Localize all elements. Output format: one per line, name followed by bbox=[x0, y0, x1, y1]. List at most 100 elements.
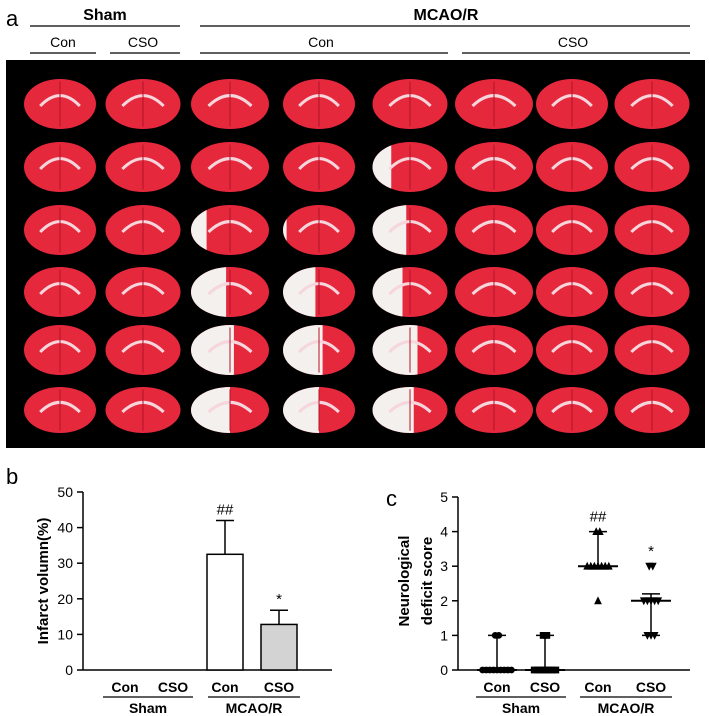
brain-slice bbox=[105, 387, 181, 433]
brain-slice bbox=[105, 142, 181, 192]
significance-marker: * bbox=[648, 543, 654, 560]
significance-marker: * bbox=[276, 591, 282, 608]
data-point bbox=[595, 527, 604, 535]
brain-slice bbox=[24, 142, 96, 192]
chart-c: 0 1 2 3 4 5 Con CSO ## Con * CSO Sham MCAO/R bbox=[440, 489, 690, 716]
brain-slice bbox=[614, 142, 690, 192]
brain-slice bbox=[455, 142, 533, 192]
header-sub-mcaor-cso: CSO bbox=[558, 34, 588, 50]
brain-slice bbox=[614, 79, 690, 129]
brain-slice bbox=[191, 79, 269, 129]
brain-slice bbox=[105, 205, 181, 255]
brain-slice bbox=[536, 205, 608, 255]
panel-label-b: b bbox=[6, 464, 18, 489]
brain-slice bbox=[536, 142, 608, 192]
brain-slice bbox=[372, 79, 448, 129]
y-tick-label: 40 bbox=[57, 520, 73, 536]
brain-slice bbox=[191, 205, 269, 255]
brain-slice bbox=[191, 325, 269, 375]
category-label: Con bbox=[483, 679, 510, 695]
category-label: Con bbox=[584, 679, 611, 695]
data-point bbox=[495, 632, 503, 639]
brain-slice bbox=[105, 79, 181, 129]
significance-marker: ## bbox=[217, 501, 234, 518]
brain-slice bbox=[536, 387, 608, 433]
y-tick-label: 50 bbox=[57, 484, 73, 500]
y-tick-label: 30 bbox=[57, 555, 73, 571]
bar bbox=[206, 553, 244, 671]
brain-slice bbox=[614, 387, 690, 433]
header-group-mcaor: MCAO/R bbox=[414, 7, 479, 24]
brain-slice bbox=[372, 142, 448, 192]
data-point bbox=[648, 562, 657, 571]
panel-label-a: a bbox=[6, 6, 19, 31]
panel-label-c: c bbox=[386, 486, 397, 511]
y-tick-label: 3 bbox=[440, 558, 448, 574]
y-tick-label: 4 bbox=[440, 524, 448, 540]
brain-slice bbox=[455, 205, 533, 255]
brain-slice bbox=[455, 325, 533, 375]
chart-b: 0 10 20 30 40 50 Con CSO ## Con * CSO Sham MCAO/R bbox=[57, 484, 332, 716]
brain-slice bbox=[614, 205, 690, 255]
header-sub-sham-cso: CSO bbox=[128, 34, 158, 50]
brain-slice bbox=[283, 267, 355, 317]
category-label: Con bbox=[211, 679, 238, 695]
data-point bbox=[594, 596, 602, 605]
brain-slice bbox=[372, 387, 448, 433]
brain-slice bbox=[455, 79, 533, 129]
brain-slice bbox=[455, 387, 533, 433]
brain-slice bbox=[372, 205, 448, 255]
brain-slice bbox=[536, 325, 608, 375]
brain-slice bbox=[372, 267, 448, 317]
y-tick-label: 2 bbox=[440, 593, 448, 609]
header-sub-sham-con: Con bbox=[50, 34, 76, 50]
brain-slice bbox=[372, 325, 448, 375]
y-tick-label: 0 bbox=[65, 662, 73, 678]
category-label: CSO bbox=[264, 679, 294, 695]
brain-slice bbox=[24, 79, 96, 129]
brain-slice bbox=[536, 79, 608, 129]
brain-slice bbox=[455, 267, 533, 317]
brain-slice-photo bbox=[6, 60, 705, 448]
brain-slice bbox=[105, 267, 181, 317]
chart-b-ylabel: Infarct volumn(%) bbox=[35, 518, 52, 645]
chart-c-ylabel-line1: Neurological bbox=[396, 536, 413, 627]
brain-slice bbox=[283, 205, 355, 255]
brain-slice bbox=[283, 79, 355, 129]
header-sub-mcaor-con: Con bbox=[308, 34, 334, 50]
category-label: CSO bbox=[636, 679, 666, 695]
header-group-sham: Sham bbox=[83, 7, 127, 24]
group-label: Sham bbox=[129, 700, 167, 716]
brain-slice bbox=[191, 387, 269, 433]
brain-slice bbox=[24, 387, 96, 433]
brain-slice bbox=[536, 267, 608, 317]
brain-slice bbox=[191, 267, 269, 317]
brain-slice bbox=[24, 205, 96, 255]
brain-slice bbox=[283, 387, 355, 433]
brain-slice bbox=[24, 325, 96, 375]
brain-slice bbox=[105, 325, 181, 375]
category-label: CSO bbox=[158, 679, 188, 695]
y-tick-label: 1 bbox=[440, 627, 448, 643]
brain-slice bbox=[24, 267, 96, 317]
brain-slice bbox=[614, 325, 690, 375]
infarct-region bbox=[283, 205, 287, 255]
y-tick-label: 20 bbox=[57, 591, 73, 607]
y-tick-label: 10 bbox=[57, 626, 73, 642]
brain-slice bbox=[283, 325, 355, 375]
y-tick-label: 5 bbox=[440, 489, 448, 505]
data-point bbox=[539, 632, 547, 639]
chart-c-ylabel-line2: deficit score bbox=[419, 537, 436, 625]
y-tick-label: 0 bbox=[440, 662, 448, 678]
brain-slice bbox=[614, 267, 690, 317]
data-point bbox=[650, 632, 659, 640]
group-label: MCAO/R bbox=[598, 700, 655, 716]
group-label: Sham bbox=[502, 700, 540, 716]
brain-slice bbox=[191, 142, 269, 192]
significance-marker: ## bbox=[590, 509, 607, 526]
bar bbox=[260, 623, 298, 671]
category-label: Con bbox=[111, 679, 138, 695]
data-point bbox=[543, 632, 551, 639]
group-label: MCAO/R bbox=[226, 700, 283, 716]
